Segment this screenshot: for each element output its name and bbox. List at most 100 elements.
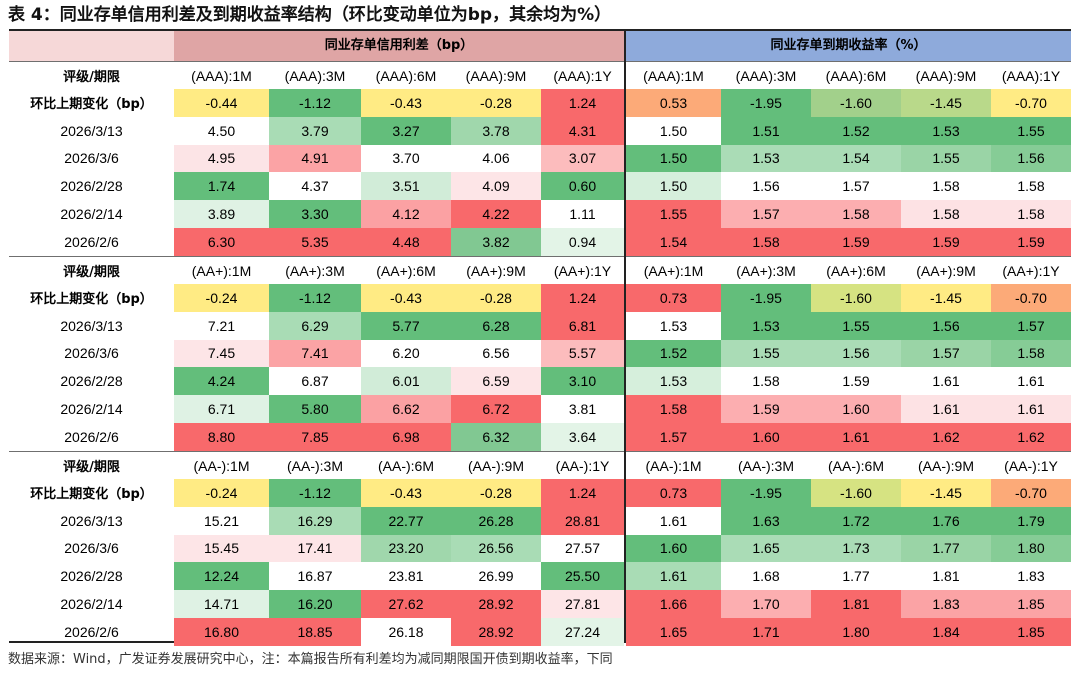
- change-value: -1.95: [721, 283, 811, 312]
- yield-value: 1.81: [811, 590, 901, 619]
- table-row: 2026/2/6 6.30 5.35 4.48 3.82 0.94 1.54 1.58 1.59…: [9, 228, 1071, 256]
- change-value: -1.45: [901, 283, 991, 312]
- yield-value: 1.81: [901, 562, 991, 591]
- yield-value: 1.62: [901, 423, 991, 451]
- spread-value: 3.81: [541, 395, 624, 424]
- yield-term-header: (AA+):3M: [736, 262, 796, 279]
- yield-value: 1.59: [991, 228, 1071, 256]
- change-value: -0.44: [174, 88, 269, 117]
- source-note: 数据来源：Wind，广发证券发展研究中心，注：本篇报告所有利差均为减同期限国开债…: [8, 652, 613, 667]
- spread-value: 6.56: [451, 339, 541, 368]
- yield-value: 1.53: [901, 116, 991, 145]
- table-row: 2026/3/6 4.95 4.91 3.70 4.06 3.07 1.50 1.53 1.54…: [9, 144, 1071, 173]
- row-date: 2026/3/6: [64, 540, 119, 557]
- yield-value: 1.66: [626, 590, 721, 619]
- change-row: 环比上期变化（bp） -0.24 -1.12 -0.43 -0.28 1.24 0.73 -1…: [9, 478, 1071, 507]
- yield-value: 1.57: [901, 339, 991, 368]
- spread-value: 6.01: [361, 367, 451, 396]
- yield-value: 1.58: [901, 172, 991, 201]
- yield-value: 1.85: [991, 590, 1071, 619]
- yield-value: 1.53: [721, 311, 811, 340]
- table-row: 2026/3/6 15.45 17.41 23.20 26.56 27.57 1.60 1.6…: [9, 534, 1071, 563]
- spread-value: 18.85: [269, 618, 361, 646]
- yield-value: 1.61: [901, 395, 991, 424]
- yield-value: 1.76: [901, 506, 991, 535]
- table-row: 2026/2/28 1.74 4.37 3.51 4.09 0.60 1.50 1.56 1.5…: [9, 172, 1071, 201]
- spread-term-header: (AAA):1Y: [553, 67, 612, 84]
- table-row: 2026/2/6 16.80 18.85 26.18 28.92 27.24 1.65 1.7…: [9, 618, 1071, 646]
- yield-value: 1.56: [901, 311, 991, 340]
- yield-value: 1.50: [626, 172, 721, 201]
- change-value: -1.45: [901, 88, 991, 117]
- spread-value: 6.62: [361, 395, 451, 424]
- spread-value: 15.21: [174, 506, 269, 535]
- yield-term-header: (AA-):1M: [645, 457, 702, 474]
- yield-value: 1.57: [721, 200, 811, 229]
- change-value: -0.43: [361, 88, 451, 117]
- change-value: -0.28: [451, 88, 541, 117]
- yield-value: 1.80: [991, 534, 1071, 563]
- spread-term-header: (AA+):1M: [191, 262, 252, 279]
- spread-term-header: (AAA):3M: [284, 67, 346, 84]
- change-value: 0.73: [626, 283, 721, 312]
- row-date: 2026/3/13: [60, 317, 123, 334]
- yield-value: 1.61: [626, 562, 721, 591]
- spread-value: 7.21: [174, 311, 269, 340]
- yield-term-header: (AA+):9M: [916, 262, 976, 279]
- spread-value: 5.35: [269, 228, 361, 256]
- spread-term-header: (AA-):1Y: [555, 457, 610, 474]
- spread-value: 4.06: [451, 144, 541, 173]
- spread-value: 15.45: [174, 534, 269, 563]
- row-date: 2026/2/6: [64, 429, 119, 446]
- spread-value: 5.57: [541, 339, 624, 368]
- spread-value: 4.48: [361, 228, 451, 256]
- spread-value: 4.22: [451, 200, 541, 229]
- change-label: 环比上期变化（bp）: [30, 97, 153, 113]
- spread-value: 28.92: [451, 618, 541, 646]
- yield-value: 1.53: [721, 144, 811, 173]
- yield-value: 1.72: [811, 506, 901, 535]
- change-value: -1.60: [811, 283, 901, 312]
- spread-value: 14.71: [174, 590, 269, 619]
- yield-value: 1.63: [721, 506, 811, 535]
- spread-term-header: (AA-):1M: [193, 457, 250, 474]
- yield-value: 1.56: [721, 172, 811, 201]
- spread-term-header: (AA+):6M: [376, 262, 436, 279]
- change-value: -1.60: [811, 88, 901, 117]
- yield-value: 1.83: [991, 562, 1071, 591]
- table-row: 2026/2/14 14.71 16.20 27.62 28.92 27.81 1.66 1.…: [9, 590, 1071, 619]
- change-row: 环比上期变化（bp） -0.44 -1.12 -0.43 -0.28 1.24 0.53 -1…: [9, 88, 1071, 117]
- spread-term-header: (AAA):9M: [465, 67, 527, 84]
- section-divider: [624, 31, 626, 641]
- yield-value: 1.71: [721, 618, 811, 646]
- yield-value: 1.60: [626, 534, 721, 563]
- spread-value: 5.77: [361, 311, 451, 340]
- spread-value: 3.30: [269, 200, 361, 229]
- yield-value: 1.54: [811, 144, 901, 173]
- spread-value: 26.18: [361, 618, 451, 646]
- change-value: 1.24: [541, 88, 624, 117]
- change-value: -1.12: [269, 283, 361, 312]
- spread-value: 7.85: [269, 423, 361, 451]
- spread-value: 7.45: [174, 339, 269, 368]
- yield-value: 1.65: [626, 618, 721, 646]
- yield-value: 1.80: [811, 618, 901, 646]
- row-date: 2026/2/14: [60, 596, 123, 613]
- yield-value: 1.50: [626, 116, 721, 145]
- header-corner: [9, 31, 174, 61]
- spread-value: 3.10: [541, 367, 624, 396]
- row-date: 2026/2/6: [64, 624, 119, 641]
- term-header-row: 评级/期限 (AAA):1M (AAA):3M (AAA):6M (AAA):9M (AA…: [9, 61, 1071, 90]
- spread-value: 23.20: [361, 534, 451, 563]
- change-value: -0.28: [451, 478, 541, 507]
- spread-value: 27.62: [361, 590, 451, 619]
- term-header-row: 评级/期限 (AA-):1M (AA-):3M (AA-):6M (AA-):9M (AA…: [9, 451, 1071, 480]
- change-value: 0.53: [626, 88, 721, 117]
- spread-value: 16.20: [269, 590, 361, 619]
- data-table: 同业存单信用利差（bp） 同业存单到期收益率（%） 评级/期限 (AAA):1M (…: [9, 29, 1071, 646]
- yield-value: 1.61: [901, 367, 991, 396]
- rating-group: 评级/期限 (AA+):1M (AA+):3M (AA+):6M (AA+):9M (AA…: [9, 256, 1071, 451]
- yield-value: 1.60: [811, 395, 901, 424]
- spread-value: 4.24: [174, 367, 269, 396]
- change-value: -1.45: [901, 478, 991, 507]
